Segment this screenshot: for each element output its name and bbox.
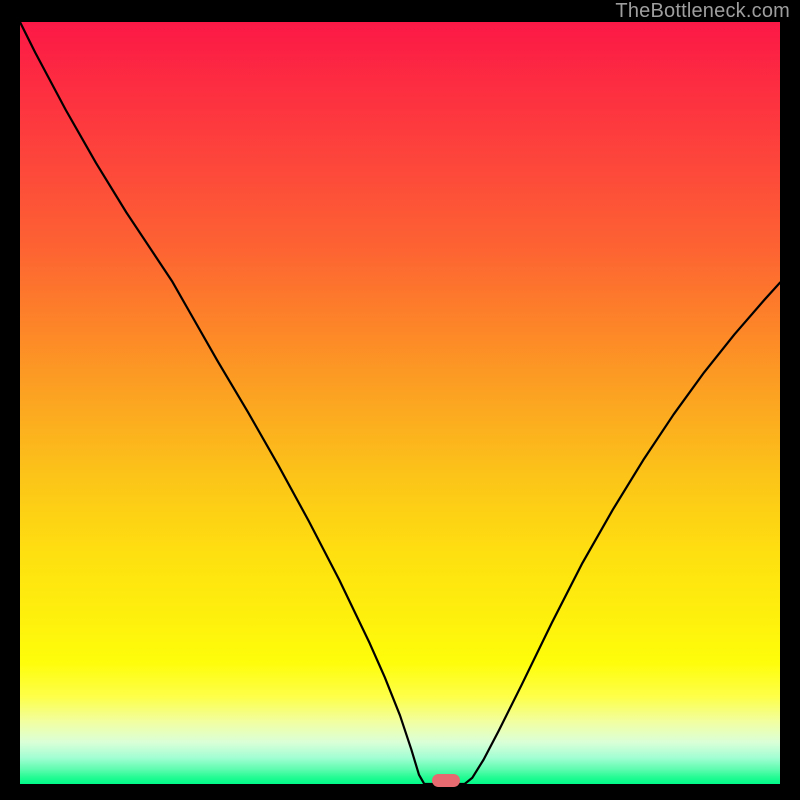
watermark-text: TheBottleneck.com <box>615 0 790 23</box>
bottleneck-curve <box>20 22 780 784</box>
plot-area <box>20 22 780 784</box>
curve-path <box>20 22 780 784</box>
chart-frame: TheBottleneck.com <box>0 0 800 800</box>
optimal-zone-marker <box>432 774 460 787</box>
